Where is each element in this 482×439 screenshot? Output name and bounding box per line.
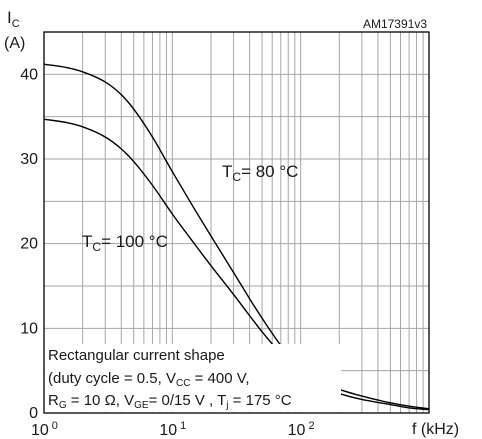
- plot-frame: [43, 31, 430, 414]
- x-tick-exp: 2: [308, 420, 314, 432]
- y-tick-label: 30: [20, 151, 38, 168]
- annotation-text: = 175 °C: [229, 392, 292, 409]
- annotation-line: Rectangular current shape: [48, 347, 225, 364]
- series-line-tc-80: [43, 63, 430, 410]
- annotation-text: = 10 Ω, V: [67, 392, 135, 409]
- x-tick-base: 10: [159, 422, 177, 439]
- annotation-subscript: j: [225, 400, 228, 411]
- y-axis-label-main: I: [7, 8, 12, 27]
- series-line-tc-100: [43, 118, 430, 411]
- annotation-subscript: GE: [134, 400, 149, 411]
- annotation-subscript: G: [59, 400, 67, 411]
- annotation-line: (duty cycle = 0.5, VCC = 400 V,: [48, 370, 250, 389]
- x-tick-label: 10 0: [31, 420, 58, 439]
- annotation: Rectangular current shape (duty cycle = 0…: [45, 344, 341, 412]
- series-label-main: T: [82, 232, 92, 251]
- series-label: TC= 100 °C: [82, 232, 168, 254]
- annotation-line: RG = 10 Ω, VGE= 0/15 V , Tj = 175 °C: [48, 392, 292, 411]
- series-label-main: T: [222, 162, 232, 181]
- x-tick-label: 10 1: [159, 420, 186, 439]
- x-tick-exp: 1: [180, 420, 186, 432]
- x-tick-exp: 0: [52, 420, 58, 432]
- series-label: TC= 80 °C: [222, 162, 298, 184]
- y-tick-label: 20: [20, 236, 38, 253]
- x-tick-base: 10: [31, 422, 49, 439]
- curves: [43, 63, 430, 411]
- series-label-rest: = 80 °C: [241, 162, 298, 181]
- annotation-text: Rectangular current shape: [48, 347, 225, 364]
- annotation-text: (duty cycle = 0.5, V: [48, 370, 176, 387]
- annotation-background: [45, 344, 341, 412]
- annotation-text: = 400 V,: [190, 370, 249, 387]
- y-tick-label: 40: [20, 66, 38, 83]
- annotation-text: R: [48, 392, 59, 409]
- labels: AM17391v3 IC (A) f (kHz) TC= 80 °CTC= 10…: [4, 8, 459, 439]
- y-axis-label-sub: C: [12, 18, 20, 30]
- annotation-subscript: CC: [176, 378, 190, 389]
- x-tick-label: 10 2: [288, 420, 315, 439]
- series-label-sub: C: [92, 240, 101, 254]
- y-tick-label: 10: [20, 320, 38, 337]
- series-label-sub: C: [232, 170, 241, 184]
- annotation-text: = 0/15 V , T: [149, 392, 227, 409]
- y-axis-label: IC: [7, 8, 20, 30]
- x-axis-label: f (kHz): [412, 421, 459, 438]
- figure-code: AM17391v3: [363, 17, 427, 31]
- x-tick-base: 10: [288, 422, 306, 439]
- series-label-rest: = 100 °C: [101, 232, 168, 251]
- y-axis-unit: (A): [4, 35, 25, 52]
- y-tick-label: 0: [29, 405, 38, 422]
